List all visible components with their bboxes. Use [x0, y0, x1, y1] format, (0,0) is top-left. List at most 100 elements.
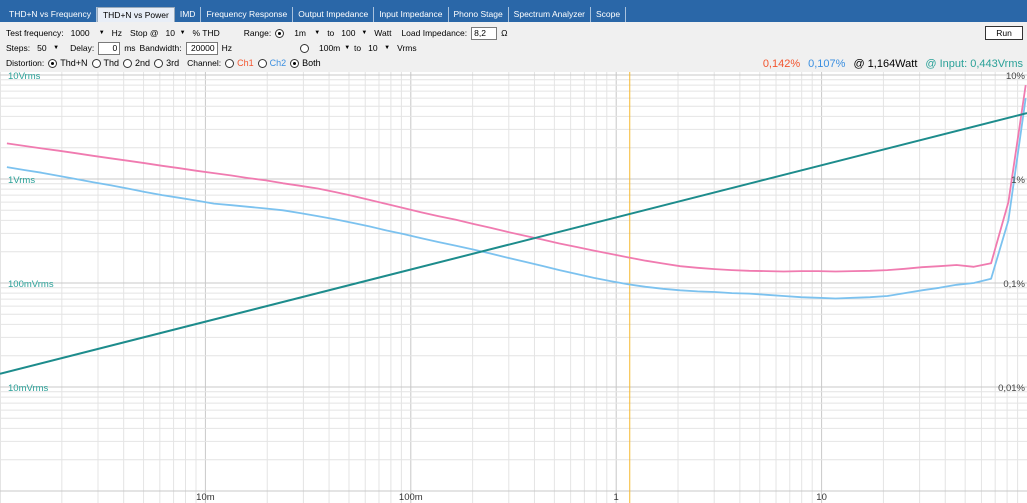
channel-option-label: Both — [302, 58, 321, 68]
radio-unselected-icon — [91, 58, 101, 68]
delay-label: Delay: — [70, 43, 95, 53]
series-line-ch1 — [6, 84, 1027, 273]
radio-unselected-icon — [257, 58, 267, 68]
chart-canvas: 10Vrms 1Vrms 100mVrms 10mVrms 10% 1% 0,1% 0,01%… — [0, 72, 1027, 503]
test-frequency-value: 1000 — [70, 28, 90, 38]
chevron-down-icon: ▼ — [53, 45, 60, 51]
series-line-ch2 — [6, 97, 1027, 300]
range-max-watt-value: 100 — [341, 28, 356, 38]
tab-strip: THD+N vs Frequency THD+N vs Power IMD Fr… — [4, 7, 627, 22]
tab-spectrum-analyzer[interactable]: Spectrum Analyzer — [509, 7, 592, 22]
radio-unselected-icon — [154, 58, 164, 68]
range-watt-radio[interactable] — [275, 28, 287, 38]
ch1-thd-readout: 0,142% — [762, 58, 801, 70]
steps-label: Steps: — [6, 43, 31, 53]
to-label-vrms: to — [354, 43, 362, 53]
radio-selected-icon — [290, 58, 300, 68]
distortion-option-2nd[interactable]: 2nd — [123, 58, 150, 68]
x-tick-label: 10 — [816, 492, 827, 503]
run-button[interactable]: Run — [985, 26, 1023, 40]
distortion-option-label: Thd — [103, 58, 120, 68]
x-tick-label: 100m — [399, 492, 423, 503]
stop-select[interactable]: 10 ▼ — [163, 27, 189, 40]
tab-bar: THD+N vs Frequency THD+N vs Power IMD Fr… — [0, 0, 1027, 22]
tab-imd[interactable]: IMD — [175, 7, 202, 22]
test-frequency-select[interactable]: 1000 ▼ — [68, 27, 108, 40]
tab-thd-n-vs-power[interactable]: THD+N vs Power — [96, 7, 175, 22]
distortion-option-label: 2nd — [135, 58, 151, 68]
chevron-down-icon: ▼ — [314, 30, 321, 36]
channel-option-ch2[interactable]: Ch2 — [257, 58, 287, 68]
tab-thd-n-vs-frequency[interactable]: THD+N vs Frequency — [4, 7, 97, 22]
steps-value: 50 — [37, 43, 47, 53]
channel-option-label: Ch1 — [237, 58, 254, 68]
range-min-watt-select[interactable]: 1m ▼ — [291, 27, 323, 40]
distortion-option-label: 3rd — [166, 58, 180, 68]
test-frequency-label: Test frequency: — [6, 28, 64, 38]
y-right-tick-label: 0,1% — [1003, 279, 1025, 290]
distortion-option-thd-n[interactable]: Thd+N — [48, 58, 88, 68]
chevron-down-icon: ▼ — [361, 30, 368, 36]
y-left-tick-label: 10Vrms — [8, 72, 41, 82]
steps-select[interactable]: 50 ▼ — [34, 42, 62, 55]
y-left-tick-label: 10mVrms — [8, 383, 49, 394]
controls-row-3: Distortion: Thd+N Thd 2nd 3rd Channel: C… — [6, 55, 325, 71]
y-right-tick-label: 1% — [1011, 175, 1025, 186]
series-line-input — [0, 112, 1027, 375]
input-readout: @ Input: 0,443Vrms — [925, 58, 1023, 70]
y-right-tick-label: 10% — [1006, 72, 1026, 82]
tab-input-impedance[interactable]: Input Impedance — [374, 7, 449, 22]
watt-unit: Watt — [374, 28, 392, 38]
distortion-option-label: Thd+N — [60, 58, 88, 68]
ohm-unit: Ω — [501, 28, 508, 38]
y-left-tick-label: 1Vrms — [8, 175, 35, 186]
tab-output-impedance[interactable]: Output Impedance — [293, 7, 375, 22]
distortion-option-3rd[interactable]: 3rd — [154, 58, 179, 68]
y-right-tick-label: 0,01% — [998, 383, 1025, 394]
distortion-option-thd[interactable]: Thd — [91, 58, 120, 68]
chart-grid — [0, 72, 1027, 503]
delay-input[interactable]: 0 — [98, 41, 121, 55]
range-min-watt-value: 1m — [294, 28, 306, 38]
radio-unselected-icon — [123, 58, 133, 68]
tab-scope[interactable]: Scope — [591, 7, 627, 22]
bandwidth-hz-unit: Hz — [221, 43, 232, 53]
bandwidth-input[interactable]: 20000 — [185, 41, 218, 55]
bandwidth-label: Bandwidth: — [139, 43, 182, 53]
chart-labels: 10Vrms 1Vrms 100mVrms 10mVrms 10% 1% 0,1% 0,01%… — [8, 72, 1026, 503]
tab-phono-stage[interactable]: Phono Stage — [449, 7, 509, 22]
range-label: Range: — [243, 28, 272, 38]
ch2-thd-readout: 0,107% — [808, 58, 846, 70]
stop-value: 10 — [165, 28, 175, 38]
range-max-watt-select[interactable]: 100 ▼ — [338, 27, 370, 40]
to-label: to — [327, 28, 335, 38]
radio-unselected-icon — [300, 43, 309, 53]
channel-option-label: Ch2 — [269, 58, 287, 68]
radio-selected-icon — [275, 28, 285, 38]
radio-selected-icon — [48, 58, 58, 68]
tab-frequency-response[interactable]: Frequency Response — [201, 7, 294, 22]
channel-option-both[interactable]: Both — [290, 58, 321, 68]
channel-label: Channel: — [187, 58, 222, 68]
chevron-down-icon: ▼ — [344, 45, 351, 51]
range-vrms-radio[interactable] — [300, 43, 312, 53]
thd-unit: % THD — [192, 28, 220, 38]
hz-unit: Hz — [111, 28, 123, 38]
chevron-down-icon: ▼ — [179, 30, 186, 36]
range-min-vrms-select[interactable]: 100m ▼ — [316, 42, 350, 55]
channel-option-ch1[interactable]: Ch1 — [225, 58, 254, 68]
chevron-down-icon: ▼ — [98, 30, 105, 36]
power-readout: @ 1,164Watt — [853, 58, 918, 70]
distortion-label: Distortion: — [6, 58, 45, 68]
thd-power-chart[interactable]: 10Vrms 1Vrms 100mVrms 10mVrms 10% 1% 0,1% 0,01%… — [0, 72, 1027, 503]
range-max-vrms-select[interactable]: 10 ▼ — [365, 42, 393, 55]
measurement-readout: 0,142% 0,107% @ 1,164Watt @ Input: 0,443… — [755, 57, 1023, 71]
stop-label: Stop @ — [130, 28, 159, 38]
load-impedance-input[interactable]: 8,2 — [471, 26, 498, 40]
range-min-vrms-value: 100m — [319, 43, 341, 53]
controls-row-1: Test frequency: 1000 ▼ Hz Stop @ 10 ▼ % … — [6, 25, 512, 41]
chart-series-group — [0, 72, 1027, 503]
vrms-unit: Vrms — [397, 43, 417, 53]
range-max-vrms-value: 10 — [368, 43, 378, 53]
